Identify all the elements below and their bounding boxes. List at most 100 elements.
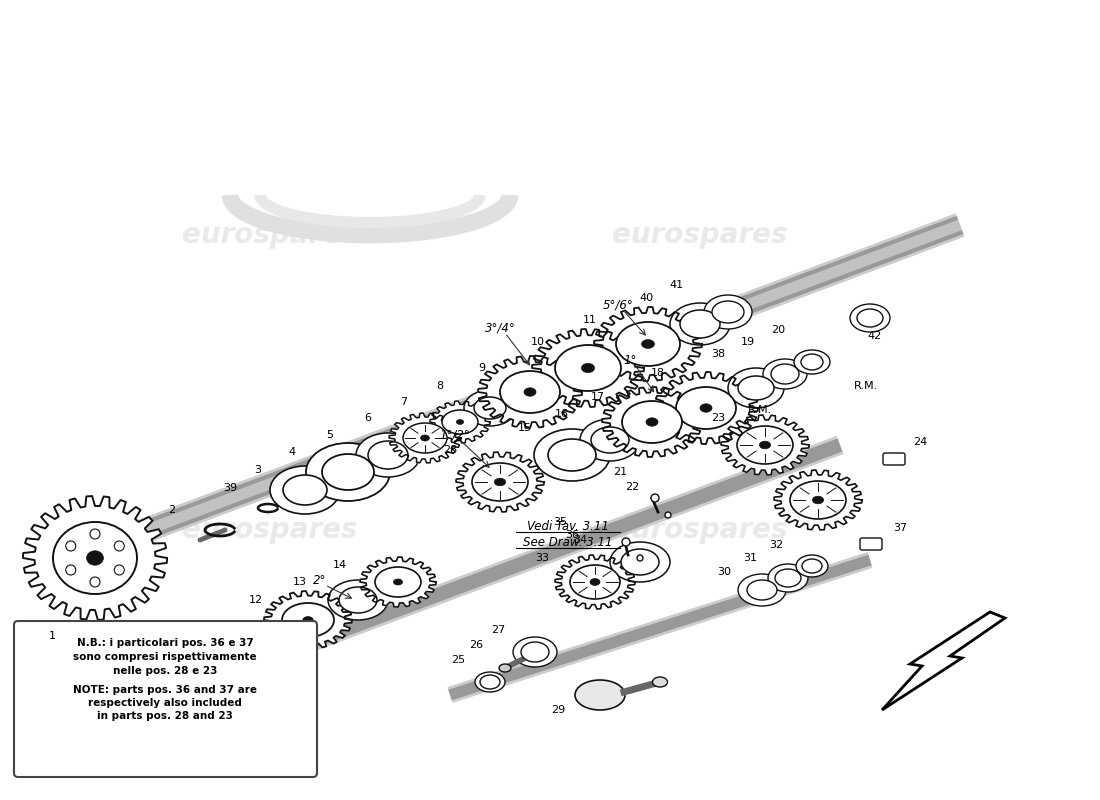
Text: 11: 11 bbox=[583, 315, 597, 325]
Text: 1: 1 bbox=[48, 631, 55, 641]
Text: 15: 15 bbox=[518, 423, 532, 433]
Polygon shape bbox=[556, 555, 635, 609]
Ellipse shape bbox=[474, 397, 506, 419]
Text: 42: 42 bbox=[868, 331, 882, 341]
Circle shape bbox=[66, 565, 76, 575]
Ellipse shape bbox=[499, 664, 512, 672]
Ellipse shape bbox=[738, 376, 774, 400]
Polygon shape bbox=[478, 356, 582, 428]
Ellipse shape bbox=[53, 522, 138, 594]
Ellipse shape bbox=[652, 677, 668, 687]
Text: 35: 35 bbox=[553, 517, 566, 527]
Ellipse shape bbox=[282, 603, 334, 637]
Text: 1°/2°: 1°/2° bbox=[440, 429, 471, 442]
FancyBboxPatch shape bbox=[883, 453, 905, 465]
Ellipse shape bbox=[621, 549, 659, 575]
Text: 3°/4°: 3°/4° bbox=[485, 322, 516, 334]
Polygon shape bbox=[360, 557, 436, 607]
Text: eurospares: eurospares bbox=[613, 221, 788, 249]
Ellipse shape bbox=[796, 555, 828, 577]
Text: 27: 27 bbox=[491, 625, 505, 635]
Ellipse shape bbox=[322, 454, 374, 490]
Text: 29: 29 bbox=[551, 705, 565, 715]
Ellipse shape bbox=[328, 580, 388, 620]
Text: 22: 22 bbox=[625, 482, 639, 492]
Circle shape bbox=[90, 577, 100, 587]
Text: 17: 17 bbox=[591, 392, 605, 402]
Ellipse shape bbox=[676, 387, 736, 429]
Text: 38: 38 bbox=[711, 349, 725, 359]
Text: 7: 7 bbox=[400, 397, 408, 407]
Ellipse shape bbox=[712, 301, 744, 323]
Ellipse shape bbox=[306, 443, 390, 501]
Ellipse shape bbox=[513, 637, 557, 667]
Ellipse shape bbox=[403, 423, 447, 453]
Ellipse shape bbox=[776, 569, 801, 587]
Text: 24: 24 bbox=[913, 437, 927, 447]
Text: 32: 32 bbox=[769, 540, 783, 550]
Text: 20: 20 bbox=[771, 325, 785, 335]
Circle shape bbox=[621, 538, 630, 546]
Text: 6: 6 bbox=[364, 413, 372, 423]
Circle shape bbox=[90, 529, 100, 539]
Ellipse shape bbox=[621, 401, 682, 443]
Polygon shape bbox=[774, 470, 862, 530]
Ellipse shape bbox=[464, 390, 516, 426]
Text: sono compresi rispettivamente: sono compresi rispettivamente bbox=[74, 652, 256, 662]
Polygon shape bbox=[456, 452, 544, 512]
Ellipse shape bbox=[500, 371, 560, 413]
Ellipse shape bbox=[302, 617, 313, 623]
Ellipse shape bbox=[375, 567, 421, 597]
Text: 33: 33 bbox=[535, 553, 549, 563]
Ellipse shape bbox=[771, 364, 799, 384]
Ellipse shape bbox=[670, 303, 730, 345]
Text: 13: 13 bbox=[293, 577, 307, 587]
Circle shape bbox=[66, 541, 76, 551]
Text: 21: 21 bbox=[613, 467, 627, 477]
Ellipse shape bbox=[339, 587, 377, 613]
Circle shape bbox=[114, 541, 124, 551]
Ellipse shape bbox=[728, 368, 784, 408]
Ellipse shape bbox=[494, 478, 506, 486]
Text: eurospares: eurospares bbox=[183, 221, 358, 249]
Text: 14: 14 bbox=[333, 560, 348, 570]
Text: eurospares: eurospares bbox=[613, 516, 788, 544]
Text: N.B.: i particolari pos. 36 e 37: N.B.: i particolari pos. 36 e 37 bbox=[77, 638, 253, 648]
Text: in parts pos. 28 and 23: in parts pos. 28 and 23 bbox=[97, 711, 233, 721]
Ellipse shape bbox=[582, 363, 595, 373]
Text: 16: 16 bbox=[556, 409, 569, 419]
Ellipse shape bbox=[368, 441, 408, 469]
Text: 18: 18 bbox=[651, 368, 666, 378]
Text: 10: 10 bbox=[531, 337, 544, 347]
Ellipse shape bbox=[442, 410, 478, 434]
Ellipse shape bbox=[591, 427, 629, 453]
Ellipse shape bbox=[768, 564, 808, 592]
Polygon shape bbox=[532, 329, 644, 407]
Ellipse shape bbox=[534, 429, 611, 481]
Polygon shape bbox=[264, 591, 352, 649]
Ellipse shape bbox=[700, 404, 712, 412]
Polygon shape bbox=[602, 387, 702, 457]
Polygon shape bbox=[389, 413, 461, 463]
Ellipse shape bbox=[747, 580, 777, 600]
Polygon shape bbox=[23, 496, 167, 620]
Ellipse shape bbox=[394, 579, 403, 585]
Text: 39: 39 bbox=[223, 483, 238, 493]
Ellipse shape bbox=[763, 359, 807, 389]
Ellipse shape bbox=[857, 309, 883, 327]
Ellipse shape bbox=[616, 322, 680, 366]
Ellipse shape bbox=[356, 433, 420, 477]
Text: 26: 26 bbox=[469, 640, 483, 650]
Ellipse shape bbox=[480, 675, 501, 689]
Text: 2°: 2° bbox=[314, 574, 327, 586]
Ellipse shape bbox=[420, 435, 429, 441]
Ellipse shape bbox=[590, 578, 600, 586]
Ellipse shape bbox=[570, 565, 620, 599]
Text: eurospares: eurospares bbox=[183, 516, 358, 544]
Polygon shape bbox=[594, 307, 702, 381]
Text: 3: 3 bbox=[254, 465, 262, 475]
Ellipse shape bbox=[556, 345, 622, 391]
Ellipse shape bbox=[270, 466, 340, 514]
Ellipse shape bbox=[87, 550, 103, 565]
Polygon shape bbox=[654, 372, 758, 444]
